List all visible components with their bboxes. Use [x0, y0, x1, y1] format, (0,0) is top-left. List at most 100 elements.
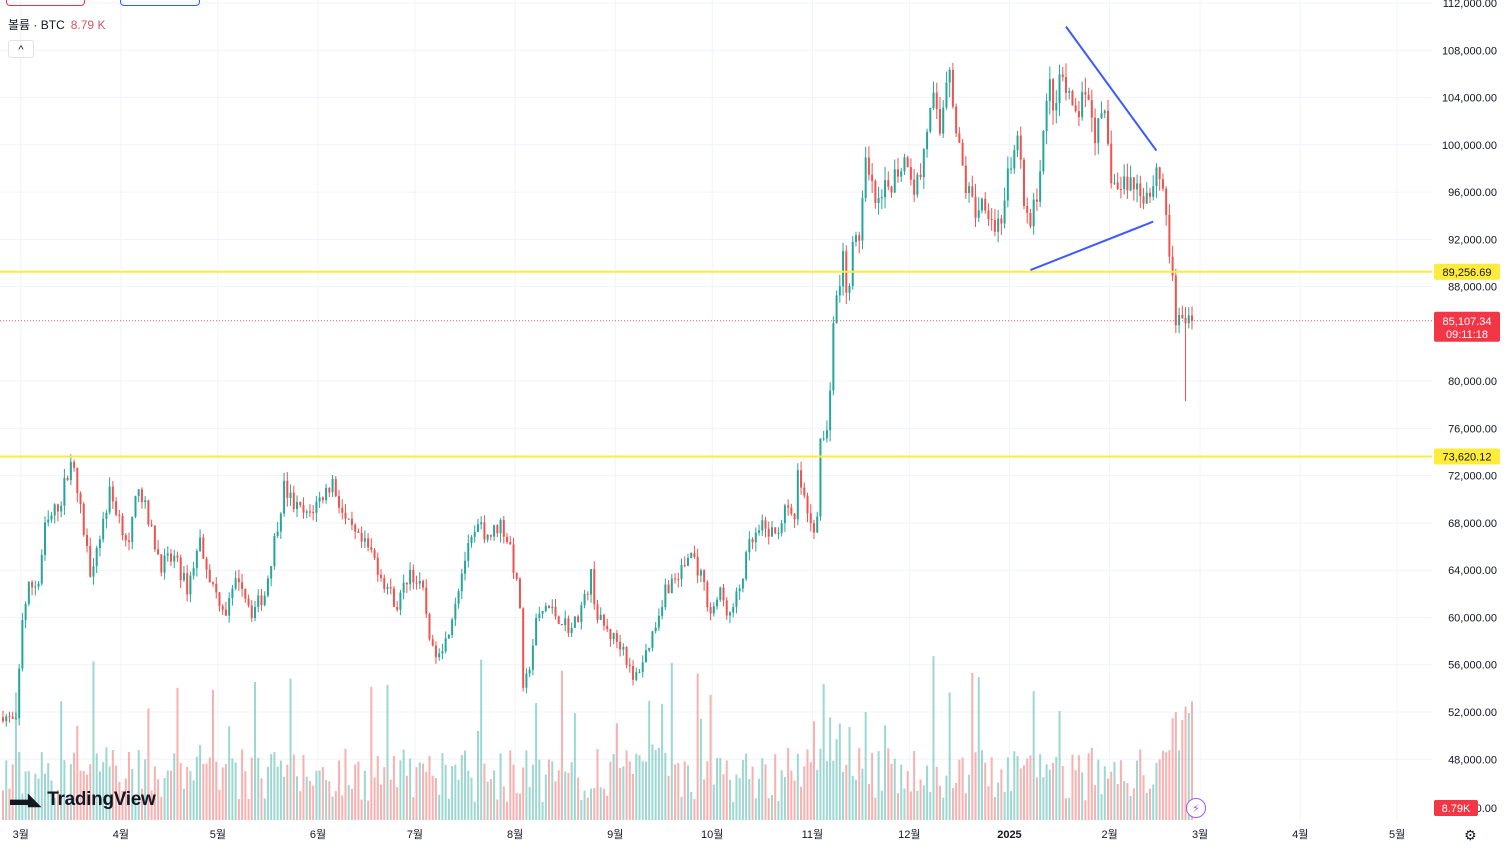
- volume-bar: [312, 785, 315, 820]
- volume-bar: [137, 749, 140, 820]
- volume-bar: [557, 770, 560, 820]
- volume-bar: [945, 775, 948, 820]
- volume-badge: [1434, 800, 1478, 816]
- candle-body: [121, 515, 124, 536]
- volume-bar: [535, 703, 538, 820]
- candle-body: [751, 539, 754, 543]
- candle-body: [935, 92, 938, 110]
- volume-bar: [638, 755, 641, 820]
- volume-bar: [341, 795, 344, 820]
- toolbar-button-red[interactable]: [6, 0, 85, 6]
- candle-body: [1042, 131, 1045, 172]
- volume-bar: [751, 766, 754, 820]
- volume-bar: [60, 701, 63, 820]
- candle-body: [115, 501, 118, 515]
- candle-body: [195, 550, 198, 569]
- candle-body: [360, 532, 363, 542]
- volume-bar: [286, 764, 289, 820]
- chevron-up-icon[interactable]: ^: [8, 40, 34, 58]
- volume-bar: [625, 750, 628, 820]
- volume-bar: [1055, 756, 1058, 820]
- volume-bar: [961, 757, 964, 820]
- volume-bar: [115, 765, 118, 820]
- volume-bar: [706, 761, 709, 820]
- lightning-icon[interactable]: ⚡: [1186, 798, 1206, 818]
- candle-body: [263, 595, 266, 606]
- volume-bar: [548, 759, 551, 820]
- candle-body: [554, 606, 557, 617]
- volume-bar: [1094, 785, 1097, 820]
- volume-bar: [722, 774, 725, 820]
- trendline-drawings[interactable]: [1030, 26, 1158, 271]
- candle-body: [380, 574, 383, 578]
- volume-bar: [124, 778, 127, 820]
- volume-bar: [182, 788, 185, 820]
- y-tick-label: 96,000.00: [1448, 187, 1497, 199]
- candle-body: [1058, 74, 1061, 104]
- candle-body: [1097, 118, 1100, 144]
- candle-body: [367, 538, 370, 548]
- level-badge: [1434, 448, 1500, 465]
- volume-bar: [664, 753, 667, 820]
- candle-body: [166, 553, 169, 556]
- candle-body: [754, 532, 757, 543]
- volume-bar: [1155, 762, 1158, 820]
- candle-body: [638, 671, 641, 673]
- horizontal-levels[interactable]: [0, 270, 1432, 458]
- x-tick-label: 6월: [310, 828, 326, 841]
- gear-icon[interactable]: ⚙: [1464, 827, 1477, 843]
- x-tick-label: 3월: [13, 828, 29, 841]
- candle-body: [573, 616, 576, 628]
- volume-bar: [567, 773, 570, 820]
- candle-body: [160, 554, 163, 573]
- candle-body: [312, 511, 315, 513]
- candle-body: [758, 530, 761, 533]
- volume-bar: [777, 801, 780, 820]
- volume-bar: [111, 749, 114, 820]
- volume-bar: [615, 723, 618, 820]
- candle-body: [338, 496, 341, 508]
- volume-bar: [176, 687, 179, 820]
- candle-body: [37, 583, 40, 587]
- volume-bar: [347, 785, 350, 820]
- time-axis[interactable]: 3월 4월 5월 6월 7월 8월 9월 10월 11월 12월 2025 2월 3월 4월 5월: [13, 828, 1406, 841]
- candle-body: [321, 497, 324, 501]
- volume-bar: [1013, 751, 1016, 820]
- candle-body: [974, 196, 977, 218]
- volume-bar: [224, 764, 227, 820]
- volume-bar: [228, 726, 231, 820]
- last-price-badge: [1434, 311, 1500, 342]
- candle-body: [735, 591, 738, 608]
- candle-body: [8, 716, 11, 718]
- candle-body: [835, 295, 838, 324]
- volume-bar: [425, 771, 428, 820]
- price-axis[interactable]: 48,000.00 52,000.00 56,000.00 60,000.00 64,0…: [1442, 0, 1497, 815]
- volume-bar: [144, 759, 147, 820]
- volume-bar: [428, 755, 431, 820]
- candle-body: [728, 612, 731, 616]
- candle-body: [1006, 168, 1009, 201]
- volume-bar: [622, 766, 625, 820]
- candle-body: [602, 614, 605, 626]
- candle-body: [376, 557, 379, 575]
- volume-bar: [102, 762, 105, 820]
- volume-bar: [205, 763, 208, 820]
- volume-bar: [250, 757, 253, 820]
- candle-body: [1055, 103, 1058, 111]
- candle-body: [580, 605, 583, 623]
- volume-bar: [34, 773, 37, 820]
- volume-bar: [896, 793, 899, 820]
- candle-body: [218, 592, 221, 607]
- toolbar-button-blue[interactable]: [120, 0, 200, 6]
- candle-body: [224, 609, 227, 616]
- volume-bar: [1178, 750, 1181, 820]
- candle-body: [11, 716, 14, 719]
- volume-bar: [1129, 796, 1132, 820]
- volume-bar: [215, 761, 218, 820]
- candle-body: [832, 323, 835, 391]
- volume-bar: [399, 760, 402, 820]
- volume-bar: [609, 761, 612, 820]
- candle-body: [848, 285, 851, 293]
- candle-body: [809, 513, 812, 524]
